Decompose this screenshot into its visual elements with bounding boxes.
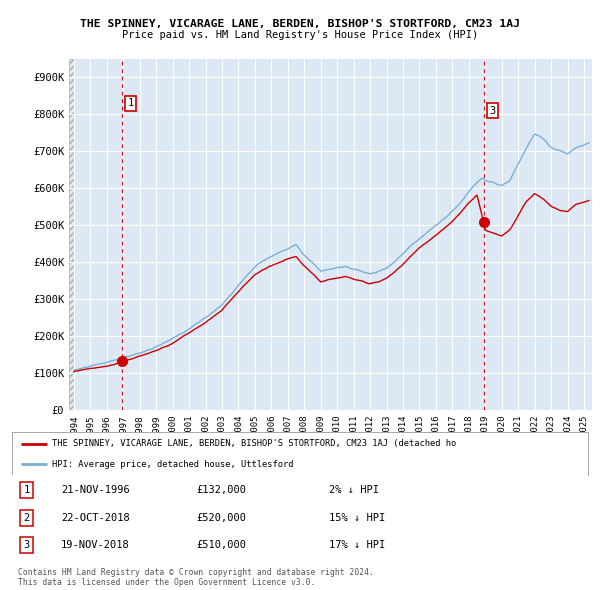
Text: 1: 1 xyxy=(127,99,134,109)
Text: 17% ↓ HPI: 17% ↓ HPI xyxy=(329,540,385,550)
Text: 21-NOV-1996: 21-NOV-1996 xyxy=(61,486,130,496)
Text: 2% ↓ HPI: 2% ↓ HPI xyxy=(329,486,379,496)
Text: Contains HM Land Registry data © Crown copyright and database right 2024.
This d: Contains HM Land Registry data © Crown c… xyxy=(18,568,374,587)
Text: 3: 3 xyxy=(23,540,29,550)
Text: Price paid vs. HM Land Registry's House Price Index (HPI): Price paid vs. HM Land Registry's House … xyxy=(122,30,478,40)
Text: THE SPINNEY, VICARAGE LANE, BERDEN, BISHOP'S STORTFORD, CM23 1AJ: THE SPINNEY, VICARAGE LANE, BERDEN, BISH… xyxy=(80,19,520,29)
Text: HPI: Average price, detached house, Uttlesford: HPI: Average price, detached house, Uttl… xyxy=(52,460,294,468)
Text: THE SPINNEY, VICARAGE LANE, BERDEN, BISHOP'S STORTFORD, CM23 1AJ (detached ho: THE SPINNEY, VICARAGE LANE, BERDEN, BISH… xyxy=(52,439,457,448)
Text: 2: 2 xyxy=(23,513,29,523)
Text: 22-OCT-2018: 22-OCT-2018 xyxy=(61,513,130,523)
Text: £132,000: £132,000 xyxy=(196,486,247,496)
Text: 1: 1 xyxy=(23,486,29,496)
Text: £520,000: £520,000 xyxy=(196,513,247,523)
Text: 15% ↓ HPI: 15% ↓ HPI xyxy=(329,513,385,523)
Text: £510,000: £510,000 xyxy=(196,540,247,550)
Text: 3: 3 xyxy=(490,106,496,116)
Text: 19-NOV-2018: 19-NOV-2018 xyxy=(61,540,130,550)
